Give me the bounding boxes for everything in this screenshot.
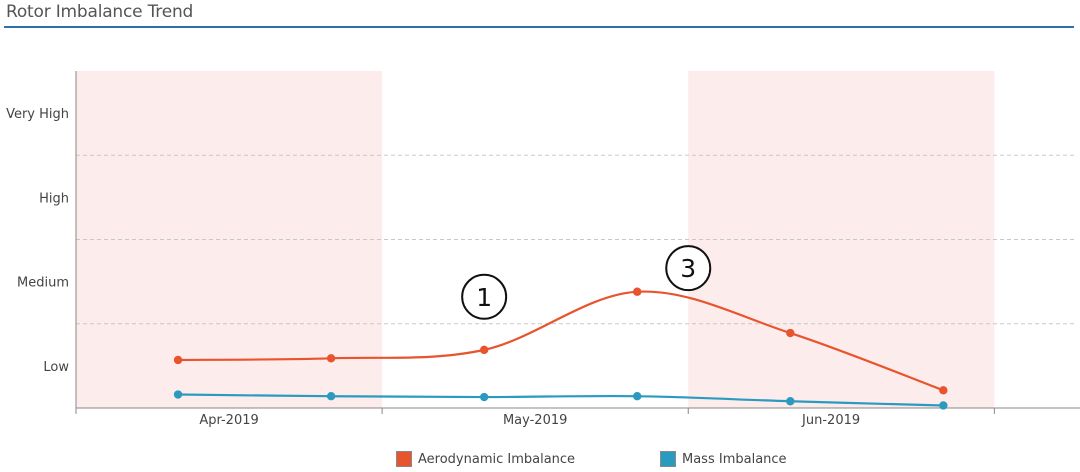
data-point-mass: [326, 392, 336, 401]
annotations: 13: [461, 245, 712, 320]
data-point-mass: [633, 392, 642, 401]
legend-label-mass: Mass Imbalance: [682, 451, 787, 467]
data-point-aerodynamic: [326, 354, 336, 363]
legend-item-aerodynamic[interactable]: Aerodynamic Imbalance: [396, 449, 575, 469]
series-line-aerodynamic: [178, 290, 944, 392]
annotation-label-1: 1: [476, 283, 492, 312]
data-point-aerodynamic: [479, 345, 489, 355]
annotation-marker-1: [461, 273, 508, 320]
annotation-marker-3: [665, 245, 712, 292]
grid-lines: [76, 154, 1076, 325]
data-point-mass: [173, 390, 183, 399]
legend-label-aerodynamic: Aerodynamic Imbalance: [418, 451, 576, 467]
data-point-aerodynamic: [939, 386, 948, 395]
y-tick-label: Medium: [17, 276, 69, 291]
x-tick-label: Apr-2019: [199, 413, 258, 428]
data-point-mass: [786, 397, 795, 406]
data-point-aerodynamic: [173, 355, 183, 365]
legend-swatch-aerodynamic: [396, 451, 412, 467]
y-tick-label: Low: [43, 360, 69, 375]
data-point-aerodynamic: [633, 287, 642, 296]
series-lines: [173, 287, 948, 410]
chart-title: Rotor Imbalance Trend: [6, 2, 194, 22]
series-line-mass: [178, 393, 944, 407]
title-underline: [4, 26, 1074, 28]
y-tick-label: High: [39, 191, 69, 206]
data-point-mass: [939, 401, 948, 410]
y-tick-label: Very High: [6, 107, 69, 122]
y-tick-labels: Low Medium High Very High: [6, 107, 69, 375]
chart-legend: Aerodynamic Imbalance Mass Imbalance: [0, 449, 1080, 469]
x-tick-labels: Apr-2019 May-2019 Jun-2019: [199, 413, 860, 428]
chart-axes: [75, 71, 1080, 414]
chart-header: Rotor Imbalance Trend: [4, 0, 1074, 28]
x-tick-label: Jun-2019: [801, 413, 860, 428]
legend-swatch-mass: [660, 451, 676, 467]
legend-item-mass[interactable]: Mass Imbalance: [660, 449, 787, 469]
data-point-mass: [479, 392, 489, 402]
x-tick-label: May-2019: [503, 413, 567, 428]
data-point-aerodynamic: [786, 328, 795, 338]
annotation-label-3: 3: [680, 254, 696, 283]
